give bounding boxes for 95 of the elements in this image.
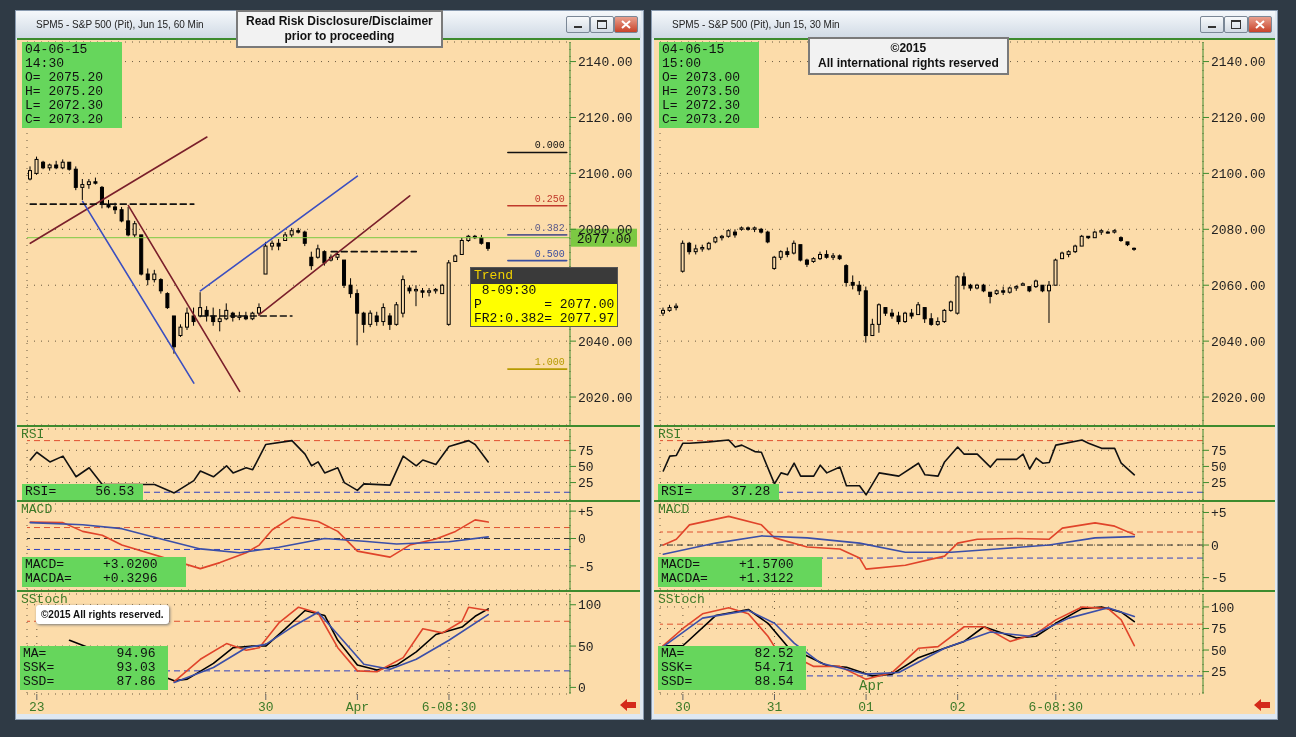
candlestick bbox=[86, 178, 91, 190]
y-tick-label: 25 bbox=[1211, 665, 1227, 681]
chart-title: RSI bbox=[21, 427, 45, 442]
candlestick bbox=[73, 165, 78, 191]
y-tick-label: 75 bbox=[578, 443, 594, 459]
series-label: 0.000 bbox=[534, 140, 565, 152]
candlestick bbox=[732, 228, 737, 239]
y-tick-label: 0 bbox=[578, 532, 586, 548]
y-tick-label: 50 bbox=[1211, 460, 1227, 476]
x-tick-label: 6-08:30 bbox=[1028, 700, 1084, 716]
candlestick bbox=[889, 308, 894, 320]
candlestick bbox=[126, 206, 131, 237]
series-label: 0.500 bbox=[534, 248, 565, 260]
y-tick-label: 25 bbox=[1211, 476, 1227, 492]
chart-title: SStoch bbox=[21, 592, 68, 607]
candlestick bbox=[1046, 280, 1051, 324]
candlestick bbox=[270, 239, 275, 251]
candlestick bbox=[988, 291, 993, 304]
x-tick-label: 23 bbox=[29, 700, 45, 716]
annotation: MACD= +3.0200 MACDA= +0.3296 bbox=[25, 557, 183, 586]
y-tick-label: 2100.00 bbox=[1211, 167, 1266, 183]
y-tick-label: 0 bbox=[1211, 538, 1219, 554]
x-tick-label: 31 bbox=[766, 700, 783, 716]
x-tick-label: Apr bbox=[345, 700, 370, 716]
candlestick bbox=[80, 178, 85, 201]
chart-title: RSI bbox=[658, 427, 682, 442]
candlestick bbox=[361, 311, 366, 334]
chart-title: SStoch bbox=[658, 592, 705, 607]
annotation: 04-06-15 14:30 O= 2075.20 H= 2075.20 L= 2072.30 C= 2073.20 bbox=[25, 42, 119, 127]
series-label: 1.000 bbox=[534, 357, 565, 369]
x-tick-label: 02 bbox=[949, 700, 966, 716]
series-label: 0.382 bbox=[534, 222, 565, 234]
annotation: MA= 94.96 SSK= 93.03 SSD= 87.86 bbox=[23, 646, 165, 689]
chart-title: MACD bbox=[658, 502, 690, 517]
candlestick bbox=[217, 308, 222, 332]
y-tick-label: 2140.00 bbox=[578, 55, 633, 71]
candlestick bbox=[34, 156, 39, 176]
y-tick-label: 50 bbox=[1211, 643, 1227, 659]
candlestick bbox=[309, 251, 314, 271]
y-tick-label: 2020.00 bbox=[578, 390, 633, 406]
chart-title: SPM5 - S&P 500 (Pit), Jun 15, 60 Min bbox=[36, 19, 204, 30]
y-tick-label: 50 bbox=[578, 639, 594, 655]
candlestick bbox=[661, 307, 665, 317]
y-tick-label: 2100.00 bbox=[578, 167, 633, 183]
y-tick-label: -5 bbox=[578, 559, 594, 575]
chart-title: MACD bbox=[21, 502, 53, 517]
y-tick-label: 100 bbox=[578, 598, 602, 614]
x-tick-label: 30 bbox=[257, 700, 274, 716]
candlestick bbox=[198, 291, 203, 318]
y-tick-label: 2060.00 bbox=[1211, 278, 1266, 294]
candlestick bbox=[427, 287, 432, 297]
candlestick bbox=[355, 288, 360, 346]
candlestick bbox=[1132, 246, 1137, 252]
annotation: RSI= 37.28 bbox=[661, 484, 776, 499]
x-tick-label: 30 bbox=[675, 700, 691, 716]
annotation: Apr bbox=[859, 678, 885, 694]
candlestick bbox=[394, 301, 399, 327]
y-tick-label: 75 bbox=[1211, 443, 1227, 459]
y-tick-label: -5 bbox=[1211, 571, 1227, 587]
y-tick-label: 2120.00 bbox=[1211, 111, 1266, 127]
x-tick-label: 6-08:30 bbox=[421, 700, 477, 716]
line-series bbox=[29, 521, 490, 554]
candlestick bbox=[381, 302, 386, 327]
candlestick bbox=[876, 302, 881, 334]
line-series bbox=[662, 535, 1136, 555]
annotation: MACD= +1.5700 MACDA= +1.3122 bbox=[661, 557, 819, 586]
line-series bbox=[662, 439, 1136, 496]
candlestick bbox=[348, 277, 353, 299]
annotation: ©2015 All rights reserved. bbox=[41, 608, 164, 621]
y-tick-label: 25 bbox=[578, 476, 594, 492]
y-tick-label: 2040.00 bbox=[578, 334, 633, 350]
y-tick-label: 2040.00 bbox=[1211, 334, 1266, 350]
series-label: 0.250 bbox=[534, 193, 565, 205]
y-tick-label: 2120.00 bbox=[578, 111, 633, 127]
annotation: ©2015 All international rights reserved bbox=[818, 41, 999, 71]
candlestick bbox=[844, 263, 849, 288]
annotation: RSI= 56.53 bbox=[25, 484, 140, 499]
y-tick-label: 2140.00 bbox=[1211, 55, 1266, 71]
y-tick-label: +5 bbox=[578, 504, 594, 520]
y-tick-label: 0 bbox=[578, 681, 586, 696]
y-tick-label: 50 bbox=[578, 460, 594, 476]
chart-title: SPM5 - S&P 500 (Pit), Jun 15, 30 Min bbox=[672, 19, 840, 30]
y-tick-label: 100 bbox=[1211, 600, 1235, 616]
y-tick-label: +5 bbox=[1211, 506, 1227, 522]
x-tick-label: 01 bbox=[858, 700, 875, 716]
annotation: 04-06-15 15:00 O= 2073.00 H= 2073.50 L= 2072.30 C= 2073.20 bbox=[662, 42, 756, 127]
candlestick bbox=[113, 202, 118, 215]
y-tick-label: 75 bbox=[1211, 622, 1227, 638]
annotation: MA= 82.52 SSK= 54.71 SSD= 88.54 bbox=[661, 646, 803, 689]
y-tick-label: 2020.00 bbox=[1211, 390, 1266, 406]
candlestick bbox=[831, 252, 836, 261]
y-tick-label: 2080.00 bbox=[1211, 222, 1266, 238]
note-box: Trend 8-09:30 P = 2077.00 FR2:0.382= 2077.97 bbox=[470, 266, 619, 327]
candlestick bbox=[185, 307, 190, 331]
annotation: Read Risk Disclosure/Disclaimer prior to proceeding bbox=[246, 14, 433, 44]
